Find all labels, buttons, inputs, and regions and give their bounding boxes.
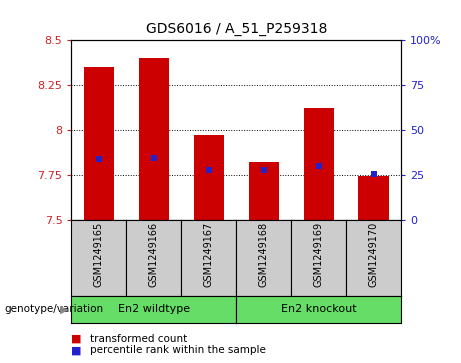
Text: transformed count: transformed count [90,334,187,344]
Bar [139,58,169,220]
Text: En2 wildtype: En2 wildtype [118,305,190,314]
Bar [248,162,279,220]
Text: ▶: ▶ [60,305,68,314]
Text: GSM1249168: GSM1249168 [259,222,269,287]
Text: GSM1249166: GSM1249166 [149,222,159,287]
Bar [84,67,114,220]
Text: GSM1249165: GSM1249165 [94,222,104,287]
Text: ■: ■ [71,345,82,355]
Text: genotype/variation: genotype/variation [5,305,104,314]
Text: GSM1249170: GSM1249170 [369,222,378,287]
Bar [303,108,334,220]
Bar [194,135,224,220]
Title: GDS6016 / A_51_P259318: GDS6016 / A_51_P259318 [146,22,327,36]
Text: percentile rank within the sample: percentile rank within the sample [90,345,266,355]
Text: GSM1249167: GSM1249167 [204,222,214,287]
Text: GSM1249169: GSM1249169 [313,222,324,287]
Bar [359,176,389,220]
Text: En2 knockout: En2 knockout [281,305,356,314]
Text: ■: ■ [71,334,82,344]
